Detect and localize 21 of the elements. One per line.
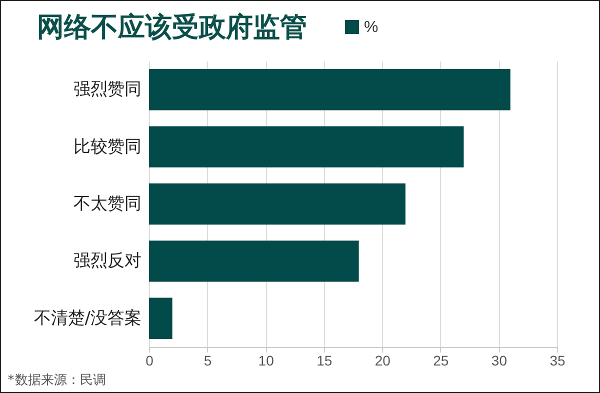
- bar: [149, 240, 359, 282]
- y-tick-label: 强烈反对: [74, 251, 142, 272]
- bar: [149, 183, 406, 225]
- x-tick-label: 5: [204, 352, 212, 368]
- bar: [149, 69, 510, 110]
- y-tick-label: 强烈赞同: [74, 80, 142, 100]
- bar: [149, 298, 172, 339]
- legend-label: %: [364, 19, 378, 36]
- bar: [149, 126, 464, 168]
- x-tick-label: 35: [550, 352, 566, 368]
- chart-title: 网络不应该受政府监管: [37, 11, 307, 45]
- x-tick-label: 25: [433, 352, 449, 368]
- x-tick-label: 10: [258, 352, 274, 368]
- y-tick-label: 比较赞同: [74, 136, 142, 157]
- y-tick-label: 不清楚/没答案: [34, 308, 142, 328]
- y-tick-label: 不太赞同: [74, 194, 142, 214]
- text: *数据来源：民调: [6, 372, 107, 390]
- x-tick-label: 30: [491, 352, 508, 368]
- x-tick-label: 0: [146, 352, 154, 368]
- x-tick-label: 15: [316, 352, 332, 368]
- x-tick-label: 20: [374, 352, 391, 368]
